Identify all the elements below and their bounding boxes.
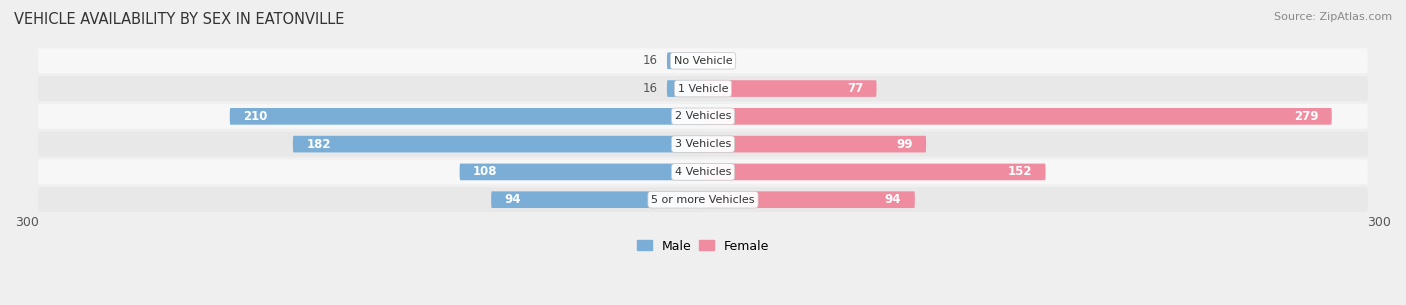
Text: 99: 99 bbox=[896, 138, 912, 151]
Text: 94: 94 bbox=[884, 193, 901, 206]
FancyBboxPatch shape bbox=[491, 191, 703, 208]
Text: 16: 16 bbox=[643, 82, 658, 95]
Text: 2 Vehicles: 2 Vehicles bbox=[675, 111, 731, 121]
Legend: Male, Female: Male, Female bbox=[637, 240, 769, 253]
Text: 5 or more Vehicles: 5 or more Vehicles bbox=[651, 195, 755, 205]
Text: 4 Vehicles: 4 Vehicles bbox=[675, 167, 731, 177]
Text: 0: 0 bbox=[711, 54, 720, 67]
FancyBboxPatch shape bbox=[38, 132, 1368, 157]
Text: 1 Vehicle: 1 Vehicle bbox=[678, 84, 728, 94]
Text: 152: 152 bbox=[1008, 165, 1032, 178]
FancyBboxPatch shape bbox=[38, 187, 1368, 212]
FancyBboxPatch shape bbox=[703, 108, 1331, 125]
FancyBboxPatch shape bbox=[38, 76, 1368, 101]
FancyBboxPatch shape bbox=[703, 80, 876, 97]
FancyBboxPatch shape bbox=[229, 108, 703, 125]
Text: 108: 108 bbox=[474, 165, 498, 178]
FancyBboxPatch shape bbox=[666, 52, 703, 69]
FancyBboxPatch shape bbox=[666, 80, 703, 97]
Text: 182: 182 bbox=[307, 138, 330, 151]
Text: 16: 16 bbox=[643, 54, 658, 67]
Text: 77: 77 bbox=[846, 82, 863, 95]
FancyBboxPatch shape bbox=[703, 163, 1046, 180]
FancyBboxPatch shape bbox=[38, 104, 1368, 129]
Text: No Vehicle: No Vehicle bbox=[673, 56, 733, 66]
Text: 210: 210 bbox=[243, 110, 267, 123]
FancyBboxPatch shape bbox=[703, 191, 915, 208]
FancyBboxPatch shape bbox=[703, 136, 927, 152]
Text: VEHICLE AVAILABILITY BY SEX IN EATONVILLE: VEHICLE AVAILABILITY BY SEX IN EATONVILL… bbox=[14, 12, 344, 27]
FancyBboxPatch shape bbox=[38, 160, 1368, 185]
Text: 279: 279 bbox=[1294, 110, 1319, 123]
FancyBboxPatch shape bbox=[460, 163, 703, 180]
Text: 3 Vehicles: 3 Vehicles bbox=[675, 139, 731, 149]
FancyBboxPatch shape bbox=[38, 48, 1368, 73]
Text: Source: ZipAtlas.com: Source: ZipAtlas.com bbox=[1274, 12, 1392, 22]
FancyBboxPatch shape bbox=[292, 136, 703, 152]
Text: 94: 94 bbox=[505, 193, 522, 206]
